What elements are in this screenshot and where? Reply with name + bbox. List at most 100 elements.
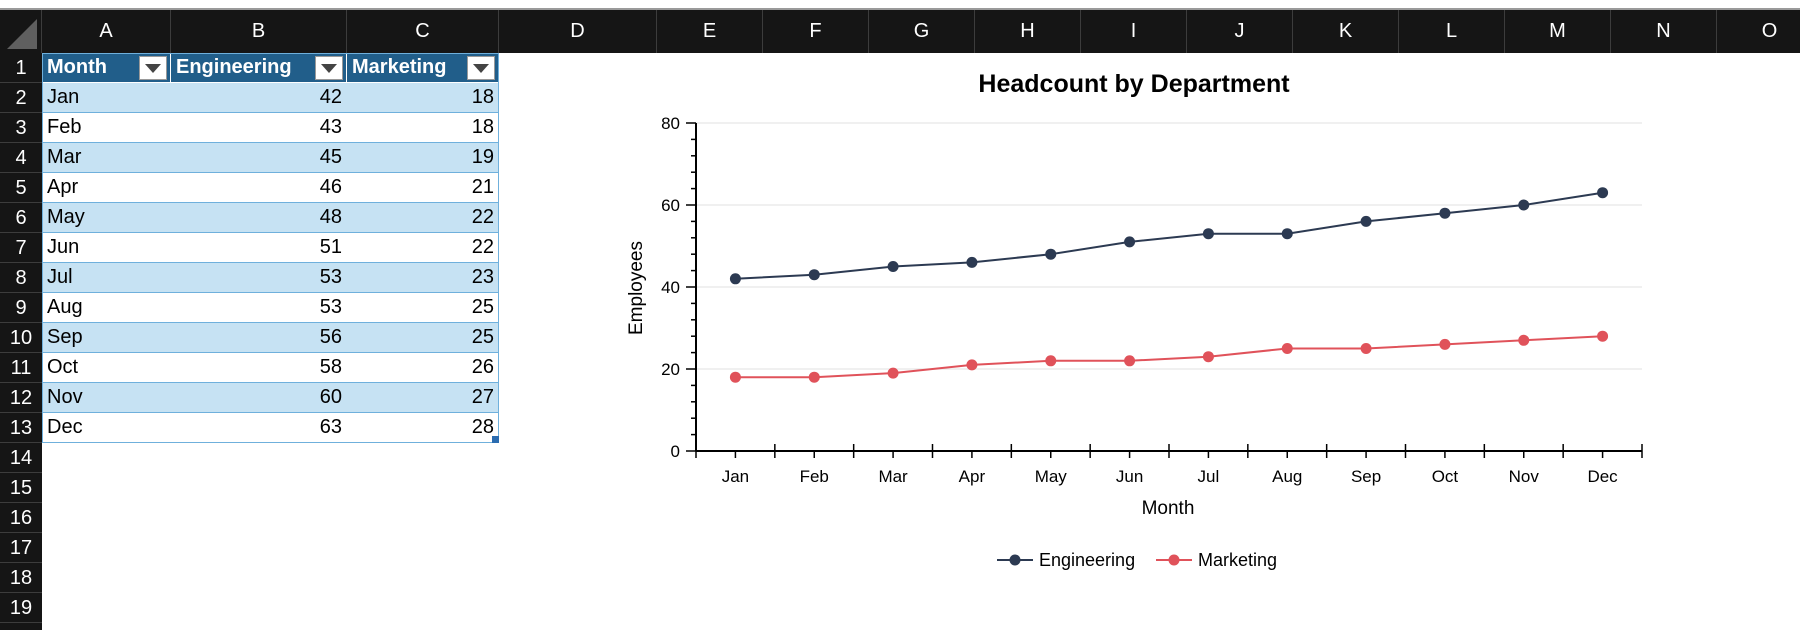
column-header-f[interactable]: F bbox=[763, 10, 869, 53]
data-point-marketing[interactable] bbox=[808, 371, 820, 383]
column-header-j[interactable]: J bbox=[1187, 10, 1293, 53]
table-resize-handle-icon[interactable] bbox=[492, 436, 499, 443]
data-point-marketing[interactable] bbox=[1360, 343, 1372, 354]
data-point-engineering[interactable] bbox=[729, 273, 741, 285]
table-cell[interactable]: 19 bbox=[347, 143, 499, 173]
row-header-16[interactable]: 16 bbox=[0, 503, 42, 533]
table-cell[interactable]: May bbox=[42, 203, 171, 233]
table-cell[interactable]: 25 bbox=[347, 293, 499, 323]
data-point-engineering[interactable] bbox=[1439, 207, 1451, 219]
column-header-c[interactable]: C bbox=[347, 10, 499, 53]
data-point-engineering[interactable] bbox=[1281, 228, 1293, 240]
table-cell[interactable]: Sep bbox=[42, 323, 171, 353]
data-point-engineering[interactable] bbox=[887, 261, 899, 272]
header-marketing[interactable]: Marketing bbox=[347, 53, 499, 83]
table-cell[interactable]: 63 bbox=[171, 413, 347, 443]
row-header-18[interactable]: 18 bbox=[0, 563, 42, 593]
data-point-marketing[interactable] bbox=[1597, 330, 1609, 342]
filter-dropdown-button[interactable] bbox=[139, 56, 167, 80]
row-header-5[interactable]: 5 bbox=[0, 173, 42, 203]
row-header-15[interactable]: 15 bbox=[0, 473, 42, 503]
table-cell[interactable]: 28 bbox=[347, 413, 499, 443]
table-cell[interactable]: 42 bbox=[171, 83, 347, 113]
row-header-10[interactable]: 10 bbox=[0, 323, 42, 353]
worksheet-grid[interactable]: Month Engineering Marketing Jan 42 18 Feb 43 18 M… bbox=[42, 53, 1800, 630]
table-cell[interactable]: 51 bbox=[171, 233, 347, 263]
data-point-marketing[interactable] bbox=[966, 359, 978, 371]
data-point-engineering[interactable] bbox=[966, 256, 978, 268]
row-header-1[interactable]: 1 bbox=[0, 53, 42, 83]
row-header-12[interactable]: 12 bbox=[0, 383, 42, 413]
table-cell[interactable]: 21 bbox=[347, 173, 499, 203]
table-cell[interactable]: 45 bbox=[171, 143, 347, 173]
header-month[interactable]: Month bbox=[42, 53, 171, 83]
table-cell[interactable]: 22 bbox=[347, 233, 499, 263]
legend-item-marketing[interactable]: Marketing bbox=[1156, 550, 1277, 570]
column-header-h[interactable]: H bbox=[975, 10, 1081, 53]
table-cell[interactable]: 53 bbox=[171, 263, 347, 293]
column-header-n[interactable]: N bbox=[1611, 10, 1717, 53]
table-cell[interactable]: Jun bbox=[42, 233, 171, 263]
select-all-corner[interactable] bbox=[0, 10, 42, 53]
column-header-i[interactable]: I bbox=[1081, 10, 1187, 53]
table-cell[interactable]: 46 bbox=[171, 173, 347, 203]
column-header-a[interactable]: A bbox=[42, 10, 171, 53]
table-cell[interactable]: 43 bbox=[171, 113, 347, 143]
table-cell[interactable]: Jan bbox=[42, 83, 171, 113]
column-header-m[interactable]: M bbox=[1505, 10, 1611, 53]
table-cell[interactable]: 26 bbox=[347, 353, 499, 383]
data-point-engineering[interactable] bbox=[1360, 215, 1372, 227]
row-header-11[interactable]: 11 bbox=[0, 353, 42, 383]
table-cell[interactable]: Apr bbox=[42, 173, 171, 203]
row-header-7[interactable]: 7 bbox=[0, 233, 42, 263]
header-engineering[interactable]: Engineering bbox=[171, 53, 347, 83]
table-cell[interactable]: Aug bbox=[42, 293, 171, 323]
column-header-d[interactable]: D bbox=[499, 10, 657, 53]
data-point-marketing[interactable] bbox=[1124, 355, 1136, 367]
table-cell[interactable]: 18 bbox=[347, 83, 499, 113]
data-point-engineering[interactable] bbox=[1045, 248, 1057, 260]
table-cell[interactable]: Nov bbox=[42, 383, 171, 413]
data-point-engineering[interactable] bbox=[1597, 187, 1609, 199]
column-header-e[interactable]: E bbox=[657, 10, 763, 53]
filter-dropdown-button[interactable] bbox=[467, 56, 495, 80]
data-point-engineering[interactable] bbox=[808, 269, 820, 281]
table-cell[interactable]: 18 bbox=[347, 113, 499, 143]
row-header-4[interactable]: 4 bbox=[0, 143, 42, 173]
headcount-line-chart[interactable]: Headcount by Department 0 20 40 60 80 Jan Feb… bbox=[612, 53, 1682, 593]
table-cell[interactable]: Mar bbox=[42, 143, 171, 173]
data-point-marketing[interactable] bbox=[1518, 334, 1530, 346]
column-header-g[interactable]: G bbox=[869, 10, 975, 53]
column-header-b[interactable]: B bbox=[171, 10, 347, 53]
row-header-17[interactable]: 17 bbox=[0, 533, 42, 563]
row-header-13[interactable]: 13 bbox=[0, 413, 42, 443]
table-cell[interactable]: 23 bbox=[347, 263, 499, 293]
table-cell[interactable]: 22 bbox=[347, 203, 499, 233]
chart-legend[interactable]: Engineering Marketing bbox=[997, 550, 1277, 570]
row-header-2[interactable]: 2 bbox=[0, 83, 42, 113]
row-header-3[interactable]: 3 bbox=[0, 113, 42, 143]
row-header-19[interactable]: 19 bbox=[0, 593, 42, 623]
data-point-engineering[interactable] bbox=[1202, 228, 1214, 240]
row-header-9[interactable]: 9 bbox=[0, 293, 42, 323]
data-point-engineering[interactable] bbox=[1518, 199, 1530, 211]
filter-dropdown-button[interactable] bbox=[315, 56, 343, 80]
data-point-marketing[interactable] bbox=[1281, 343, 1293, 354]
table-cell[interactable]: Jul bbox=[42, 263, 171, 293]
table-cell[interactable]: 48 bbox=[171, 203, 347, 233]
column-header-o[interactable]: O bbox=[1717, 10, 1800, 53]
table-cell[interactable]: 60 bbox=[171, 383, 347, 413]
table-cell[interactable]: 53 bbox=[171, 293, 347, 323]
table-cell[interactable]: 25 bbox=[347, 323, 499, 353]
column-header-l[interactable]: L bbox=[1399, 10, 1505, 53]
row-header-14[interactable]: 14 bbox=[0, 443, 42, 473]
table-cell[interactable]: Oct bbox=[42, 353, 171, 383]
table-cell[interactable]: Dec bbox=[42, 413, 171, 443]
column-header-k[interactable]: K bbox=[1293, 10, 1399, 53]
table-cell[interactable]: 27 bbox=[347, 383, 499, 413]
row-header-6[interactable]: 6 bbox=[0, 203, 42, 233]
table-cell[interactable]: 58 bbox=[171, 353, 347, 383]
data-point-marketing[interactable] bbox=[1202, 351, 1214, 363]
data-point-marketing[interactable] bbox=[1439, 338, 1451, 350]
row-header-8[interactable]: 8 bbox=[0, 263, 42, 293]
